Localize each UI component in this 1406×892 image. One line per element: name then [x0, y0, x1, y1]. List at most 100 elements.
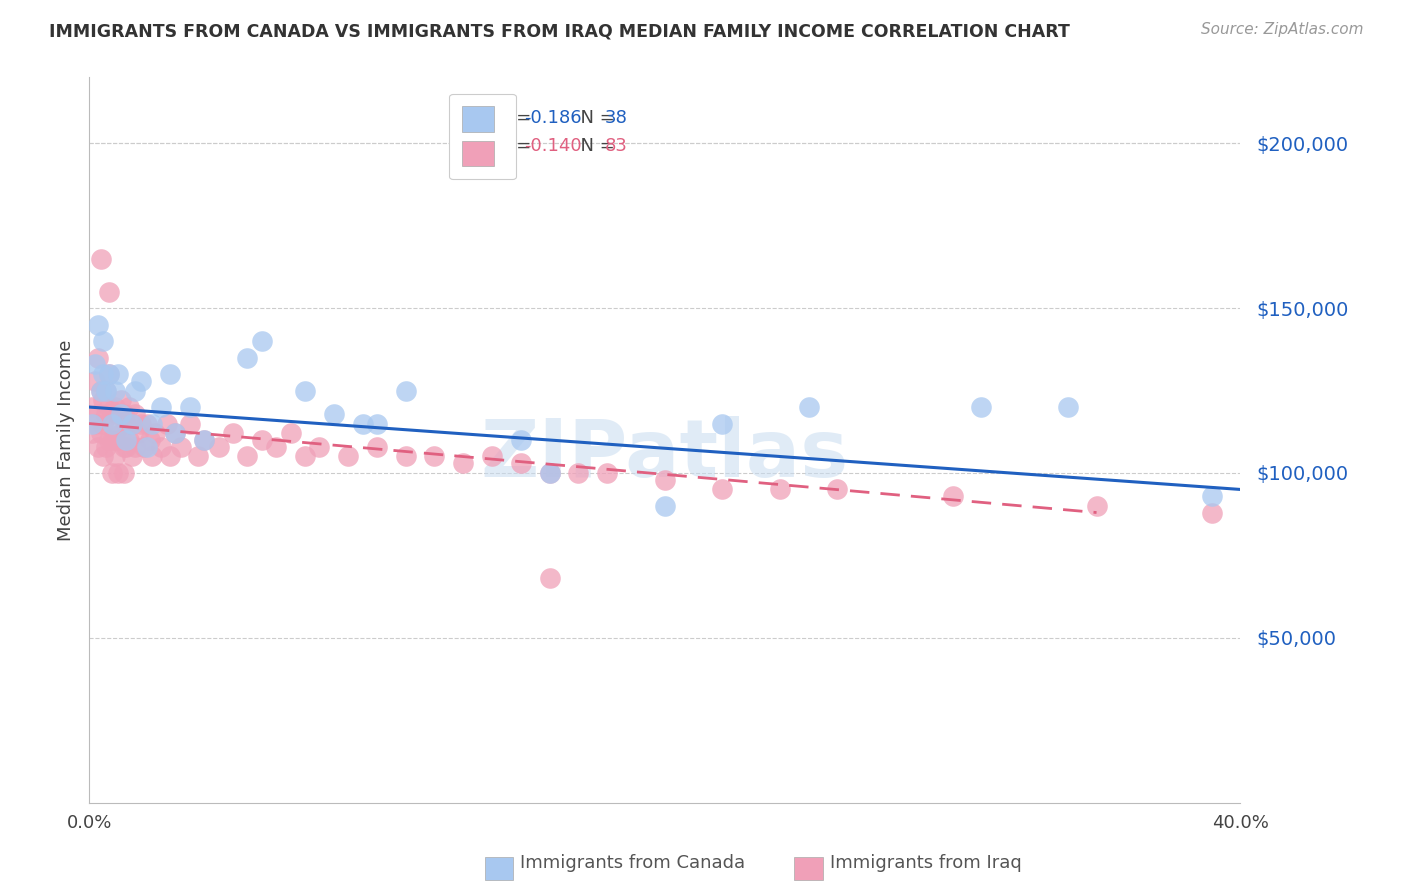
Point	[98, 367, 121, 381]
Point	[96, 440, 118, 454]
Point	[112, 440, 135, 454]
Point	[121, 417, 143, 431]
Point	[509, 456, 531, 470]
Point	[654, 473, 676, 487]
Text: IMMIGRANTS FROM CANADA VS IMMIGRANTS FROM IRAQ MEDIAN FAMILY INCOME CORRELATION : IMMIGRANTS FROM CANADA VS IMMIGRANTS FRO…	[49, 22, 1070, 40]
Point	[80, 426, 103, 441]
Point	[769, 483, 792, 497]
Point	[118, 433, 141, 447]
Point	[90, 426, 112, 441]
Point	[83, 374, 105, 388]
Point	[90, 384, 112, 398]
Point	[83, 417, 105, 431]
Point	[112, 407, 135, 421]
Point	[165, 426, 187, 441]
Point	[193, 433, 215, 447]
Point	[104, 450, 127, 464]
Point	[93, 450, 115, 464]
Point	[101, 417, 124, 431]
Point	[115, 417, 138, 431]
Text: Immigrants from Iraq: Immigrants from Iraq	[830, 855, 1021, 872]
Point	[104, 400, 127, 414]
Point	[138, 433, 160, 447]
Point	[308, 440, 330, 454]
Point	[96, 384, 118, 398]
Text: 83: 83	[605, 136, 627, 155]
Text: R =: R =	[498, 136, 537, 155]
Text: -0.186: -0.186	[524, 109, 582, 127]
Point	[423, 450, 446, 464]
Point	[1201, 489, 1223, 503]
Point	[187, 450, 209, 464]
Point	[711, 417, 734, 431]
Point	[101, 466, 124, 480]
Point	[395, 384, 418, 398]
Point	[129, 374, 152, 388]
Point	[107, 466, 129, 480]
Point	[80, 417, 103, 431]
Text: ZIPatlas: ZIPatlas	[481, 416, 849, 493]
Point	[93, 367, 115, 381]
Point	[322, 407, 344, 421]
Point	[86, 407, 108, 421]
Point	[538, 466, 561, 480]
Point	[451, 456, 474, 470]
Point	[280, 426, 302, 441]
Point	[797, 400, 820, 414]
Text: R =: R =	[498, 109, 537, 127]
Point	[93, 417, 115, 431]
Point	[711, 483, 734, 497]
Point	[1201, 506, 1223, 520]
Point	[141, 417, 163, 431]
Point	[264, 440, 287, 454]
Point	[236, 450, 259, 464]
Point	[150, 400, 173, 414]
Point	[107, 367, 129, 381]
Text: Source: ZipAtlas.com: Source: ZipAtlas.com	[1201, 22, 1364, 37]
Point	[90, 252, 112, 266]
Point	[96, 407, 118, 421]
Point	[104, 426, 127, 441]
Point	[165, 426, 187, 441]
Point	[337, 450, 360, 464]
Point	[395, 450, 418, 464]
Point	[90, 384, 112, 398]
Point	[115, 433, 138, 447]
Point	[567, 466, 589, 480]
Point	[207, 440, 229, 454]
Point	[132, 440, 155, 454]
Point	[107, 433, 129, 447]
Point	[294, 450, 316, 464]
Point	[121, 450, 143, 464]
Text: N =: N =	[569, 109, 620, 127]
Point	[118, 400, 141, 414]
Point	[236, 351, 259, 365]
Point	[104, 384, 127, 398]
Point	[827, 483, 849, 497]
Point	[596, 466, 619, 480]
Point	[83, 357, 105, 371]
Point	[970, 400, 993, 414]
Point	[179, 417, 201, 431]
Point	[124, 440, 146, 454]
Point	[124, 407, 146, 421]
Point	[101, 433, 124, 447]
Point	[98, 367, 121, 381]
Point	[98, 400, 121, 414]
Point	[538, 466, 561, 480]
Point	[481, 450, 503, 464]
Point	[366, 440, 388, 454]
Point	[107, 407, 129, 421]
Point	[352, 417, 374, 431]
Point	[150, 440, 173, 454]
Point	[366, 417, 388, 431]
Point	[1056, 400, 1078, 414]
Point	[222, 426, 245, 441]
Point	[179, 400, 201, 414]
Point	[86, 440, 108, 454]
Point	[121, 417, 143, 431]
Point	[942, 489, 965, 503]
Point	[193, 433, 215, 447]
Point	[93, 334, 115, 348]
Point	[135, 440, 157, 454]
